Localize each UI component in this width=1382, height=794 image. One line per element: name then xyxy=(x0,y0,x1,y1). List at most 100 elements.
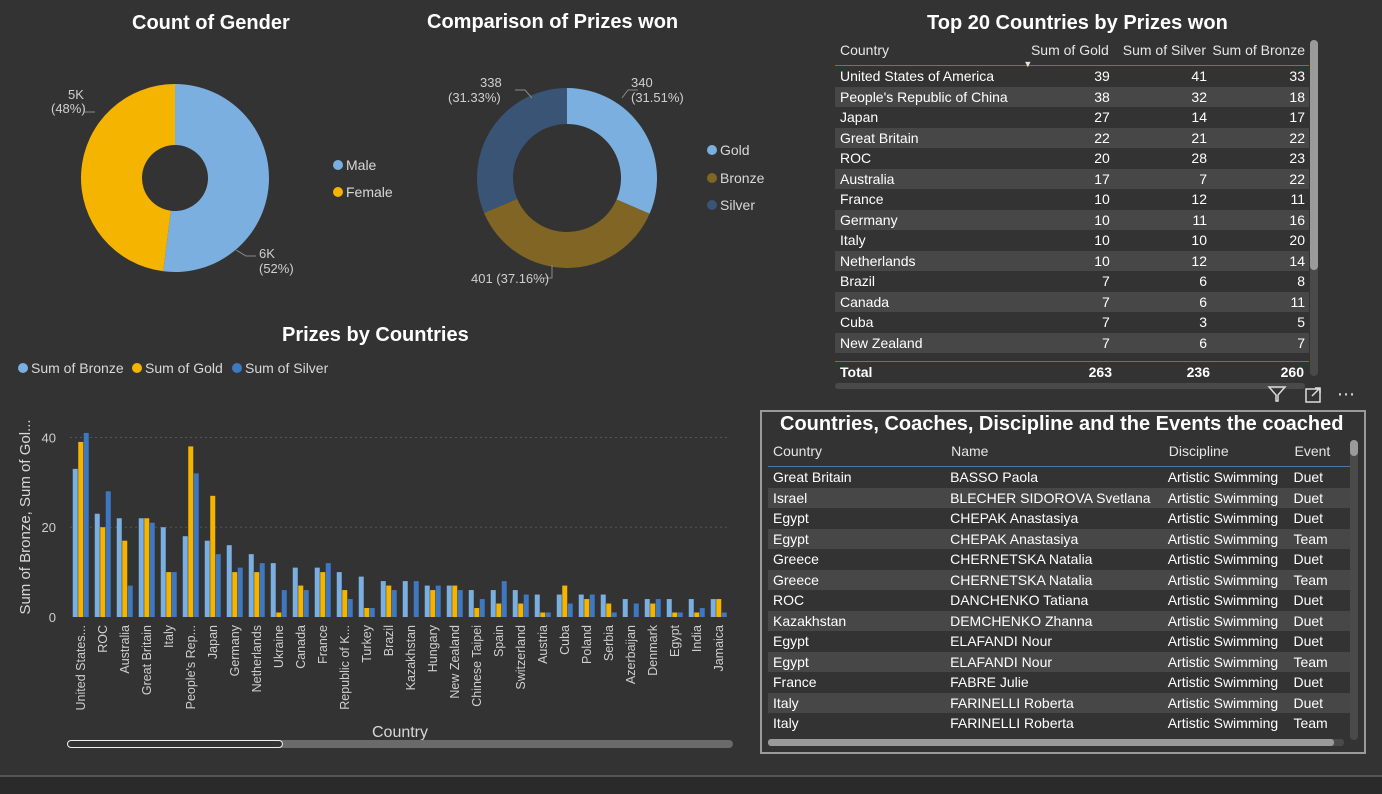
bar[interactable] xyxy=(490,590,496,617)
table-row[interactable]: Israel BLECHER SIDOROVA Svetlana Artistic … xyxy=(768,487,1350,508)
slice-gold[interactable] xyxy=(567,88,657,214)
bar[interactable] xyxy=(281,590,287,617)
top20-visual[interactable]: Top 20 Countries by Prizes won Country S… xyxy=(830,0,1382,404)
bar[interactable] xyxy=(342,590,348,617)
bar[interactable] xyxy=(105,491,111,617)
table-row[interactable]: United States of America 39 41 33 xyxy=(835,65,1309,87)
table-row[interactable]: Greece CHERNETSKA Natalia Artistic Swimmin… xyxy=(768,569,1350,590)
legend-bronze[interactable]: Bronze xyxy=(707,170,764,186)
bar[interactable] xyxy=(606,603,612,617)
table-row[interactable]: People's Republic of China 38 32 18 xyxy=(835,86,1309,107)
slice-silver[interactable] xyxy=(477,87,567,213)
bar[interactable] xyxy=(237,567,243,617)
bar[interactable] xyxy=(402,581,408,617)
bar[interactable] xyxy=(270,563,276,617)
col-coach-country[interactable]: Country xyxy=(773,443,823,459)
bar[interactable] xyxy=(254,572,260,617)
table-row[interactable]: Japan 27 14 17 xyxy=(835,107,1309,128)
bar[interactable] xyxy=(100,527,106,617)
bar[interactable] xyxy=(716,599,722,617)
bar[interactable] xyxy=(364,608,370,617)
bar[interactable] xyxy=(144,518,150,617)
bar[interactable] xyxy=(556,594,562,617)
bar[interactable] xyxy=(358,576,364,617)
bar[interactable] xyxy=(83,432,89,617)
gender-donut[interactable] xyxy=(0,0,410,310)
table-row[interactable]: Egypt ELAFANDI Nour Artistic Swimming Team xyxy=(768,651,1350,672)
bar[interactable] xyxy=(721,612,727,617)
legend-sum-gold[interactable]: Sum of Gold xyxy=(132,360,223,376)
bar[interactable] xyxy=(391,590,397,617)
bar[interactable] xyxy=(166,572,172,617)
table-row[interactable]: Brazil 7 6 8 xyxy=(835,271,1309,292)
table-row[interactable]: Great Britain 22 21 22 xyxy=(835,127,1309,148)
coaches-vscroll-thumb[interactable] xyxy=(1350,440,1358,456)
bar[interactable] xyxy=(501,581,507,617)
coaches-hscroll[interactable] xyxy=(768,739,1344,746)
coaches-hscroll-thumb[interactable] xyxy=(768,739,1334,746)
bar[interactable] xyxy=(589,594,595,617)
focus-mode-icon[interactable] xyxy=(1304,386,1324,404)
bar[interactable] xyxy=(210,495,216,617)
bar[interactable] xyxy=(540,612,546,617)
bar[interactable] xyxy=(320,572,326,617)
bar[interactable] xyxy=(545,612,551,617)
legend-male[interactable]: Male xyxy=(333,157,376,173)
bar[interactable] xyxy=(512,590,518,617)
bars-hscroll-thumb[interactable] xyxy=(67,740,283,748)
bar[interactable] xyxy=(446,585,452,617)
bar[interactable] xyxy=(259,563,265,617)
bar[interactable] xyxy=(248,554,254,617)
bar[interactable] xyxy=(622,599,628,617)
bar[interactable] xyxy=(380,581,386,617)
bar[interactable] xyxy=(232,572,238,617)
bar[interactable] xyxy=(699,608,705,617)
bar[interactable] xyxy=(430,590,436,617)
col-bronze[interactable]: Sum of Bronze xyxy=(1212,42,1305,58)
col-coach-name[interactable]: Name xyxy=(951,443,989,459)
bar[interactable] xyxy=(336,572,342,617)
slice-female[interactable] xyxy=(80,84,175,272)
bar[interactable] xyxy=(584,599,590,617)
table-row[interactable]: ROC 20 28 23 xyxy=(835,148,1309,169)
col-coach-discipline[interactable]: Discipline xyxy=(1168,443,1229,459)
bar[interactable] xyxy=(226,545,232,617)
bar[interactable] xyxy=(677,612,683,617)
table-row[interactable]: Netherlands 10 12 14 xyxy=(835,250,1309,271)
table-row[interactable]: Canada 7 6 11 xyxy=(835,291,1309,312)
bar[interactable] xyxy=(672,612,678,617)
col-country[interactable]: Country xyxy=(840,42,890,58)
bar[interactable] xyxy=(149,522,155,617)
legend-sum-bronze[interactable]: Sum of Bronze xyxy=(18,360,124,376)
table-row[interactable]: Egypt CHEPAK Anastasiya Artistic Swimming D… xyxy=(768,508,1350,529)
legend-female[interactable]: Female xyxy=(333,184,393,200)
table-row[interactable]: Greece CHERNETSKA Natalia Artistic Swimmin… xyxy=(768,549,1350,570)
gender-visual[interactable]: Count of Gender 5K (48%) 6K (52%) Male F… xyxy=(0,0,410,310)
bar[interactable] xyxy=(314,567,320,617)
bar[interactable] xyxy=(710,599,716,617)
more-options-icon[interactable]: ⋯ xyxy=(1337,384,1356,404)
bar[interactable] xyxy=(292,567,298,617)
table-row[interactable]: Italy FARINELLI Roberta Artistic Swimming T… xyxy=(768,713,1350,734)
col-gold[interactable]: Sum of Gold ▼ xyxy=(1023,35,1109,69)
col-silver[interactable]: Sum of Silver xyxy=(1122,42,1206,58)
bar[interactable] xyxy=(479,599,485,617)
bars-hscroll[interactable] xyxy=(67,740,733,748)
bar[interactable] xyxy=(496,603,502,617)
bar[interactable] xyxy=(413,581,419,617)
bar[interactable] xyxy=(523,594,529,617)
bar[interactable] xyxy=(188,446,194,617)
bar[interactable] xyxy=(303,590,309,617)
slice-male[interactable] xyxy=(163,84,269,273)
bar[interactable] xyxy=(518,603,524,617)
bar[interactable] xyxy=(182,536,188,617)
bar[interactable] xyxy=(562,585,568,617)
bar[interactable] xyxy=(78,441,84,617)
bar[interactable] xyxy=(688,599,694,617)
bar[interactable] xyxy=(655,599,661,617)
bar[interactable] xyxy=(474,608,480,617)
col-coach-event[interactable]: Event xyxy=(1294,443,1331,459)
bar[interactable] xyxy=(644,599,650,617)
bar[interactable] xyxy=(325,563,331,617)
legend-silver[interactable]: Silver xyxy=(707,197,755,213)
